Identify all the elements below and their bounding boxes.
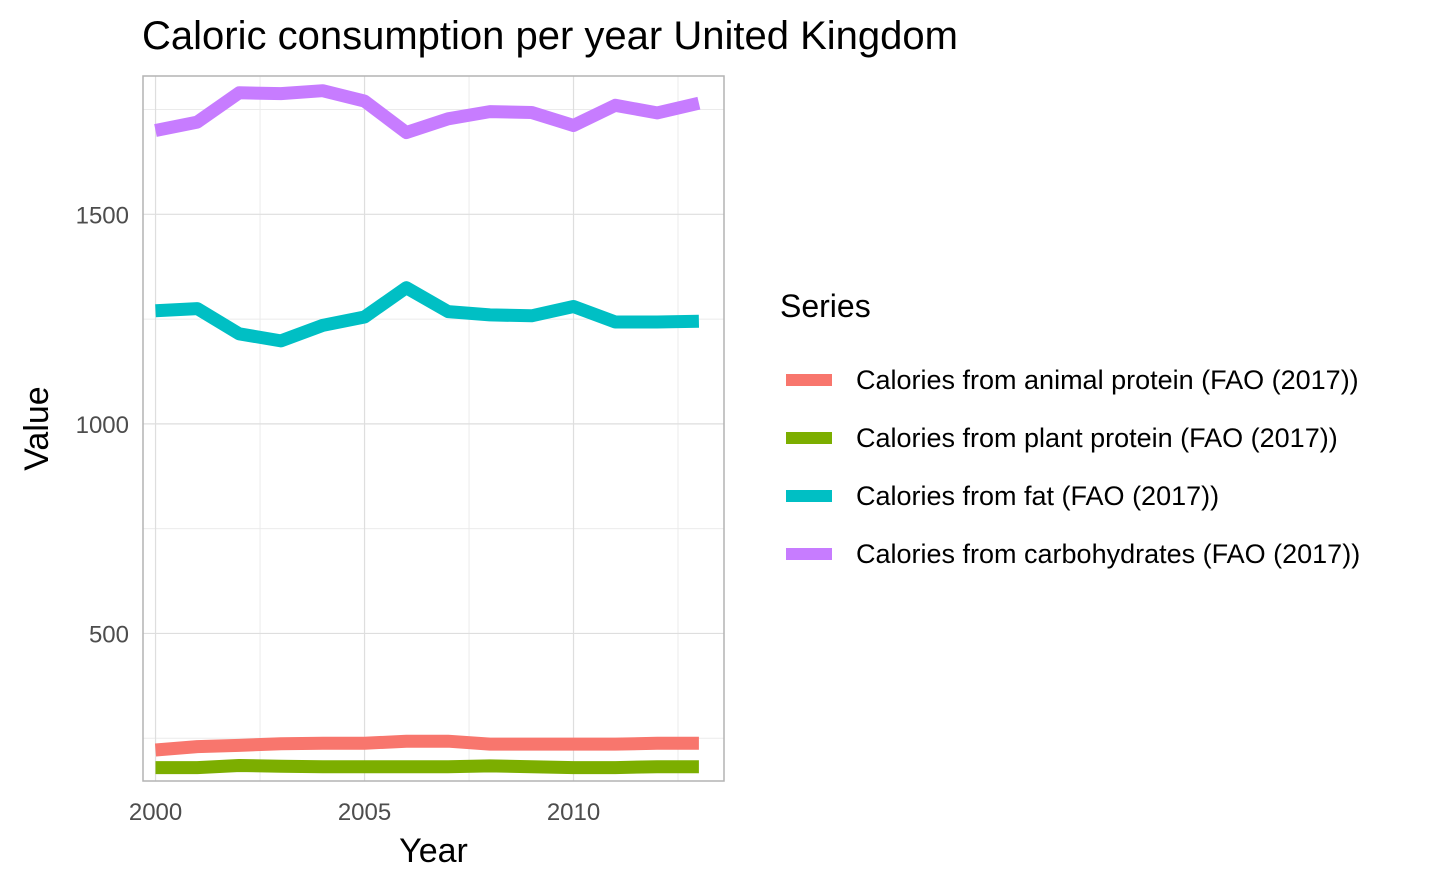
x-tick-label: 2005 (338, 799, 391, 826)
legend-title: Series (780, 288, 871, 324)
legend-key-swatch (786, 432, 832, 444)
series-line-3 (155, 281, 700, 348)
legend-label: Calories from plant protein (FAO (2017)) (856, 422, 1338, 453)
series-line-1 (154, 734, 699, 757)
legend-item: Calories from carbohydrates (FAO (2017)) (780, 525, 1360, 583)
plot-panel-border (142, 75, 725, 782)
y-axis-title: Value (18, 386, 56, 470)
legend-item: Calories from plant protein (FAO (2017)) (780, 409, 1360, 467)
grid-lines (143, 76, 724, 781)
legend-key-swatch (786, 490, 832, 502)
y-tick-label: 1500 (76, 202, 129, 229)
x-tick-label: 2000 (129, 799, 182, 826)
legend-label: Calories from animal protein (FAO (2017)… (856, 364, 1359, 395)
y-tick-label: 500 (89, 621, 129, 648)
legend-item: Calories from fat (FAO (2017)) (780, 467, 1360, 525)
series-lines (154, 84, 701, 775)
legend-label: Calories from carbohydrates (FAO (2017)) (856, 538, 1361, 569)
legend-item: Calories from animal protein (FAO (2017)… (780, 351, 1360, 409)
series-line-2 (155, 759, 699, 775)
legend-key-swatch (786, 374, 832, 386)
legend-label: Calories from fat (FAO (2017)) (856, 480, 1220, 511)
chart-title: Caloric consumption per year United King… (142, 14, 958, 58)
series-line-4 (154, 84, 701, 140)
legend-key-swatch (786, 548, 832, 560)
x-tick-label: 2010 (547, 799, 600, 826)
axis-tick-labels: 2000 2005 2010 500 1000 1500 (76, 202, 601, 826)
y-tick-label: 1000 (76, 412, 129, 439)
x-axis-title: Year (399, 832, 468, 870)
legend-items: Calories from animal protein (FAO (2017)… (780, 351, 1360, 583)
legend: Series Calories from animal protein (FAO… (780, 288, 1360, 583)
